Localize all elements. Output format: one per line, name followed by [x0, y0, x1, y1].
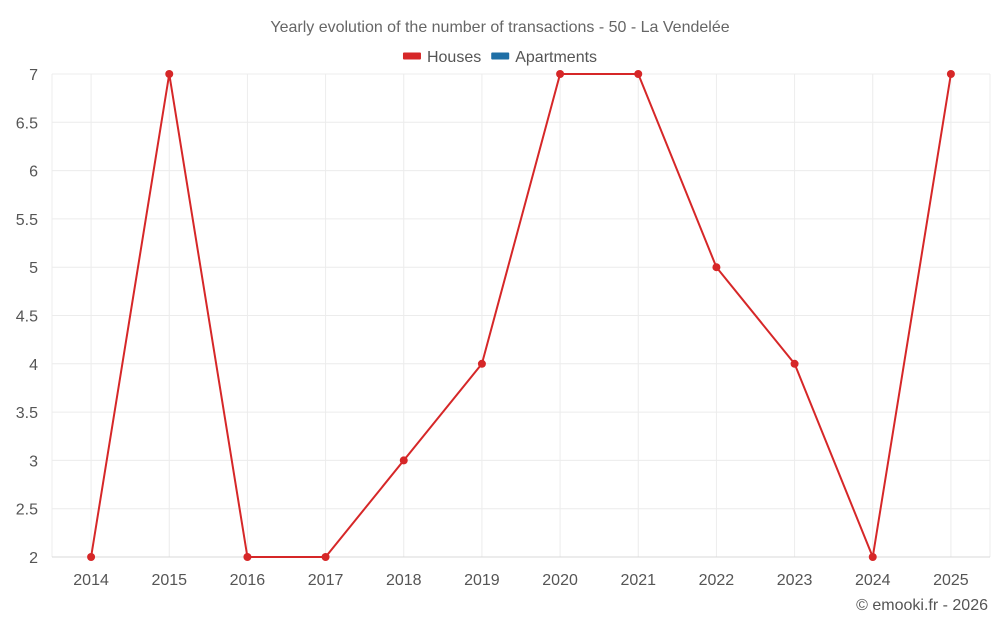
- x-tick-label: 2017: [308, 572, 344, 589]
- legend-label: Apartments: [515, 49, 597, 66]
- x-tick-label: 2018: [386, 572, 422, 589]
- y-tick-label: 6.5: [16, 115, 38, 132]
- legend-item-houses[interactable]: Houses: [402, 49, 481, 66]
- x-tick-label: 2014: [73, 572, 109, 589]
- x-tick-label: 2021: [620, 572, 656, 589]
- x-tick-label: 2022: [699, 572, 735, 589]
- x-tick-label: 2023: [777, 572, 813, 589]
- legend: Houses Apartments: [402, 49, 597, 66]
- data-point[interactable]: [556, 70, 565, 78]
- axes: 2 2.5 3 3.5 4 4.5 5 5.5 6 6.5 7 2014 2015 2016 2017 201…: [16, 67, 990, 589]
- y-tick-label: 2: [29, 550, 38, 567]
- x-tick-label: 2019: [464, 572, 500, 589]
- data-point[interactable]: [243, 553, 252, 561]
- x-tick-label: 2020: [542, 572, 578, 589]
- data-point[interactable]: [477, 359, 486, 368]
- x-tick-label: 2025: [933, 572, 969, 589]
- y-tick-label: 5.5: [16, 212, 38, 229]
- series-line-houses: [90, 73, 952, 558]
- legend-swatch: [491, 52, 510, 60]
- y-tick-label: 2.5: [16, 502, 38, 519]
- data-point[interactable]: [399, 456, 408, 465]
- x-tick-label: 2024: [855, 572, 891, 589]
- data-point[interactable]: [868, 553, 877, 561]
- data-point[interactable]: [165, 70, 174, 78]
- grid: [51, 73, 991, 558]
- legend-item-apartments[interactable]: Apartments: [491, 49, 597, 66]
- data-point[interactable]: [87, 553, 96, 561]
- y-tick-label: 4.5: [16, 309, 38, 326]
- copyright-credit: © emooki.fr - 2026: [856, 597, 988, 614]
- y-tick-label: 7: [29, 67, 38, 84]
- x-tick-label: 2015: [151, 572, 187, 589]
- data-point[interactable]: [790, 359, 799, 368]
- chart-title: Yearly evolution of the number of transa…: [270, 19, 729, 36]
- legend-swatch: [402, 52, 421, 60]
- y-tick-label: 4: [29, 357, 38, 374]
- data-point[interactable]: [946, 70, 955, 78]
- y-tick-label: 3: [29, 453, 38, 470]
- data-point[interactable]: [321, 553, 330, 561]
- series-layer: [87, 70, 955, 561]
- y-tick-label: 5: [29, 260, 38, 277]
- data-point[interactable]: [634, 70, 643, 78]
- y-tick-label: 3.5: [16, 405, 38, 422]
- x-tick-label: 2016: [230, 572, 266, 589]
- data-point[interactable]: [712, 263, 721, 272]
- y-tick-label: 6: [29, 164, 38, 181]
- legend-label: Houses: [427, 49, 481, 66]
